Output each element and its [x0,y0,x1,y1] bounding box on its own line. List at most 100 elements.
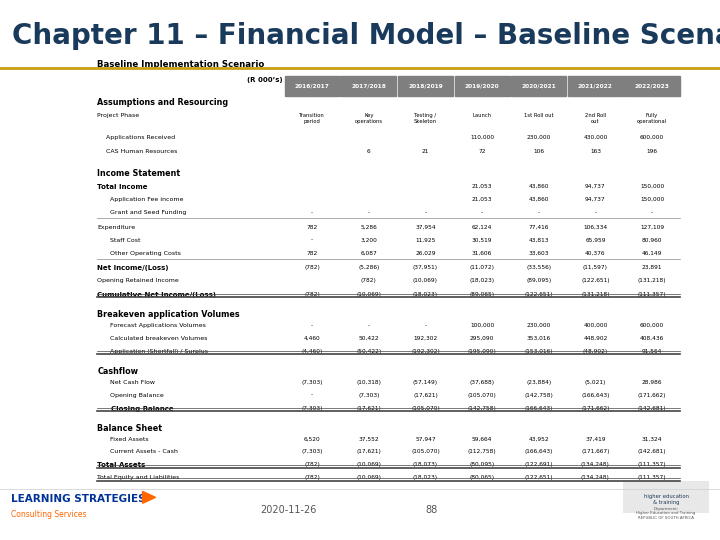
Text: (89,065): (89,065) [469,292,495,297]
Text: Balance Sheet: Balance Sheet [97,424,162,433]
Text: Launch: Launch [472,113,492,118]
Bar [568,76,623,96]
Text: Application Fee income: Application Fee income [106,197,183,202]
Text: Project Phase: Project Phase [97,113,140,118]
Text: (11,072): (11,072) [469,265,495,270]
Text: 43,860: 43,860 [528,197,549,202]
Text: (153,016): (153,016) [524,349,553,354]
Text: 2017/2018: 2017/2018 [351,83,386,89]
Text: 28,986: 28,986 [642,380,662,384]
Text: Testing /
Skeleton: Testing / Skeleton [414,113,437,124]
Text: (5,021): (5,021) [585,380,606,384]
Text: Grant and Seed Funding: Grant and Seed Funding [106,210,186,215]
Text: LEARNING STRATEGIES: LEARNING STRATEGIES [11,494,145,504]
Text: (782): (782) [305,475,320,481]
Text: 163: 163 [590,149,601,154]
Text: (111,357): (111,357) [638,475,667,481]
Text: Staff Cost: Staff Cost [106,238,140,242]
Text: 430,000: 430,000 [583,135,608,140]
Text: Application (Shortfall) / Surplus: Application (Shortfall) / Surplus [106,349,208,354]
Text: (17,621): (17,621) [413,393,438,397]
Text: 59,664: 59,664 [472,436,492,442]
Text: (37,951): (37,951) [413,265,438,270]
Text: (7,303): (7,303) [302,406,323,410]
Text: 2020-11-26: 2020-11-26 [260,505,316,515]
Text: (192,302): (192,302) [411,349,440,354]
Text: 33,603: 33,603 [528,251,549,255]
Text: Fully
operational: Fully operational [637,113,667,124]
Text: (122,651): (122,651) [581,278,610,283]
Text: higher education
& training: higher education & training [644,494,688,505]
Text: 106,334: 106,334 [583,225,608,230]
Text: 192,302: 192,302 [413,336,438,341]
Text: 100,000: 100,000 [470,323,494,328]
Text: 37,419: 37,419 [585,436,606,442]
Text: 77,416: 77,416 [528,225,549,230]
Text: 150,000: 150,000 [640,184,664,189]
Text: 72: 72 [478,149,486,154]
Text: Cumulative Net Income/(Loss): Cumulative Net Income/(Loss) [97,292,216,298]
Text: 4,460: 4,460 [304,336,320,341]
Bar [284,76,340,96]
Text: -: - [594,210,596,215]
Text: 106: 106 [534,149,544,154]
Text: (105,070): (105,070) [411,406,440,410]
Bar [624,76,680,96]
Text: 21,053: 21,053 [472,184,492,189]
Text: 6: 6 [367,149,371,154]
Text: (171,667): (171,667) [581,449,610,455]
Bar [341,76,397,96]
Text: Forecast Applications Volumes: Forecast Applications Volumes [106,323,206,328]
Text: 30,519: 30,519 [472,238,492,242]
Text: 91,564: 91,564 [642,349,662,354]
Text: (33,556): (33,556) [526,265,552,270]
Text: 21,053: 21,053 [472,197,492,202]
Text: (131,218): (131,218) [638,278,667,283]
Bar [398,76,453,96]
Text: (17,621): (17,621) [356,406,382,410]
Text: Opening Balance: Opening Balance [106,393,163,397]
Text: (7,303): (7,303) [302,449,323,455]
Text: 37,552: 37,552 [359,436,379,442]
Text: 23,891: 23,891 [642,265,662,270]
Text: (48,902): (48,902) [582,349,608,354]
Polygon shape [143,491,156,503]
Text: Closing Balance: Closing Balance [106,406,174,411]
Text: 43,860: 43,860 [528,184,549,189]
Text: -: - [424,323,426,328]
Text: Assumptions and Resourcing: Assumptions and Resourcing [97,98,228,107]
Bar [511,76,567,96]
Text: 2019/2020: 2019/2020 [465,83,500,89]
Text: Key
operations: Key operations [355,113,383,124]
Text: 353,016: 353,016 [527,336,551,341]
Text: (111,357): (111,357) [638,462,667,468]
Text: (171,662): (171,662) [581,406,610,410]
Text: 600,000: 600,000 [640,323,664,328]
Text: 11,925: 11,925 [415,238,436,242]
Text: -: - [368,323,370,328]
Text: (134,248): (134,248) [581,475,610,481]
Text: -: - [368,210,370,215]
Text: -: - [311,238,313,242]
Text: (10,069): (10,069) [413,278,438,283]
Text: 230,000: 230,000 [526,323,551,328]
Text: 150,000: 150,000 [640,197,664,202]
Text: -: - [651,210,653,215]
Text: Cashflow: Cashflow [97,367,138,376]
Text: (142,681): (142,681) [638,449,667,455]
Text: (166,643): (166,643) [524,449,553,455]
Text: (5,286): (5,286) [358,265,379,270]
Text: 43,952: 43,952 [528,436,549,442]
Text: 1st Roll out: 1st Roll out [524,113,554,118]
Text: 80,960: 80,960 [642,238,662,242]
Text: 3,200: 3,200 [361,238,377,242]
Text: (18,073): (18,073) [413,462,438,468]
Text: (80,065): (80,065) [469,475,495,481]
Text: (57,149): (57,149) [413,380,438,384]
Text: (166,643): (166,643) [524,406,553,410]
Text: 31,606: 31,606 [472,251,492,255]
Text: -: - [311,393,313,397]
Text: 37,954: 37,954 [415,225,436,230]
Text: Baseline Implementation Scenario: Baseline Implementation Scenario [97,60,264,69]
Text: Applications Received: Applications Received [106,135,175,140]
